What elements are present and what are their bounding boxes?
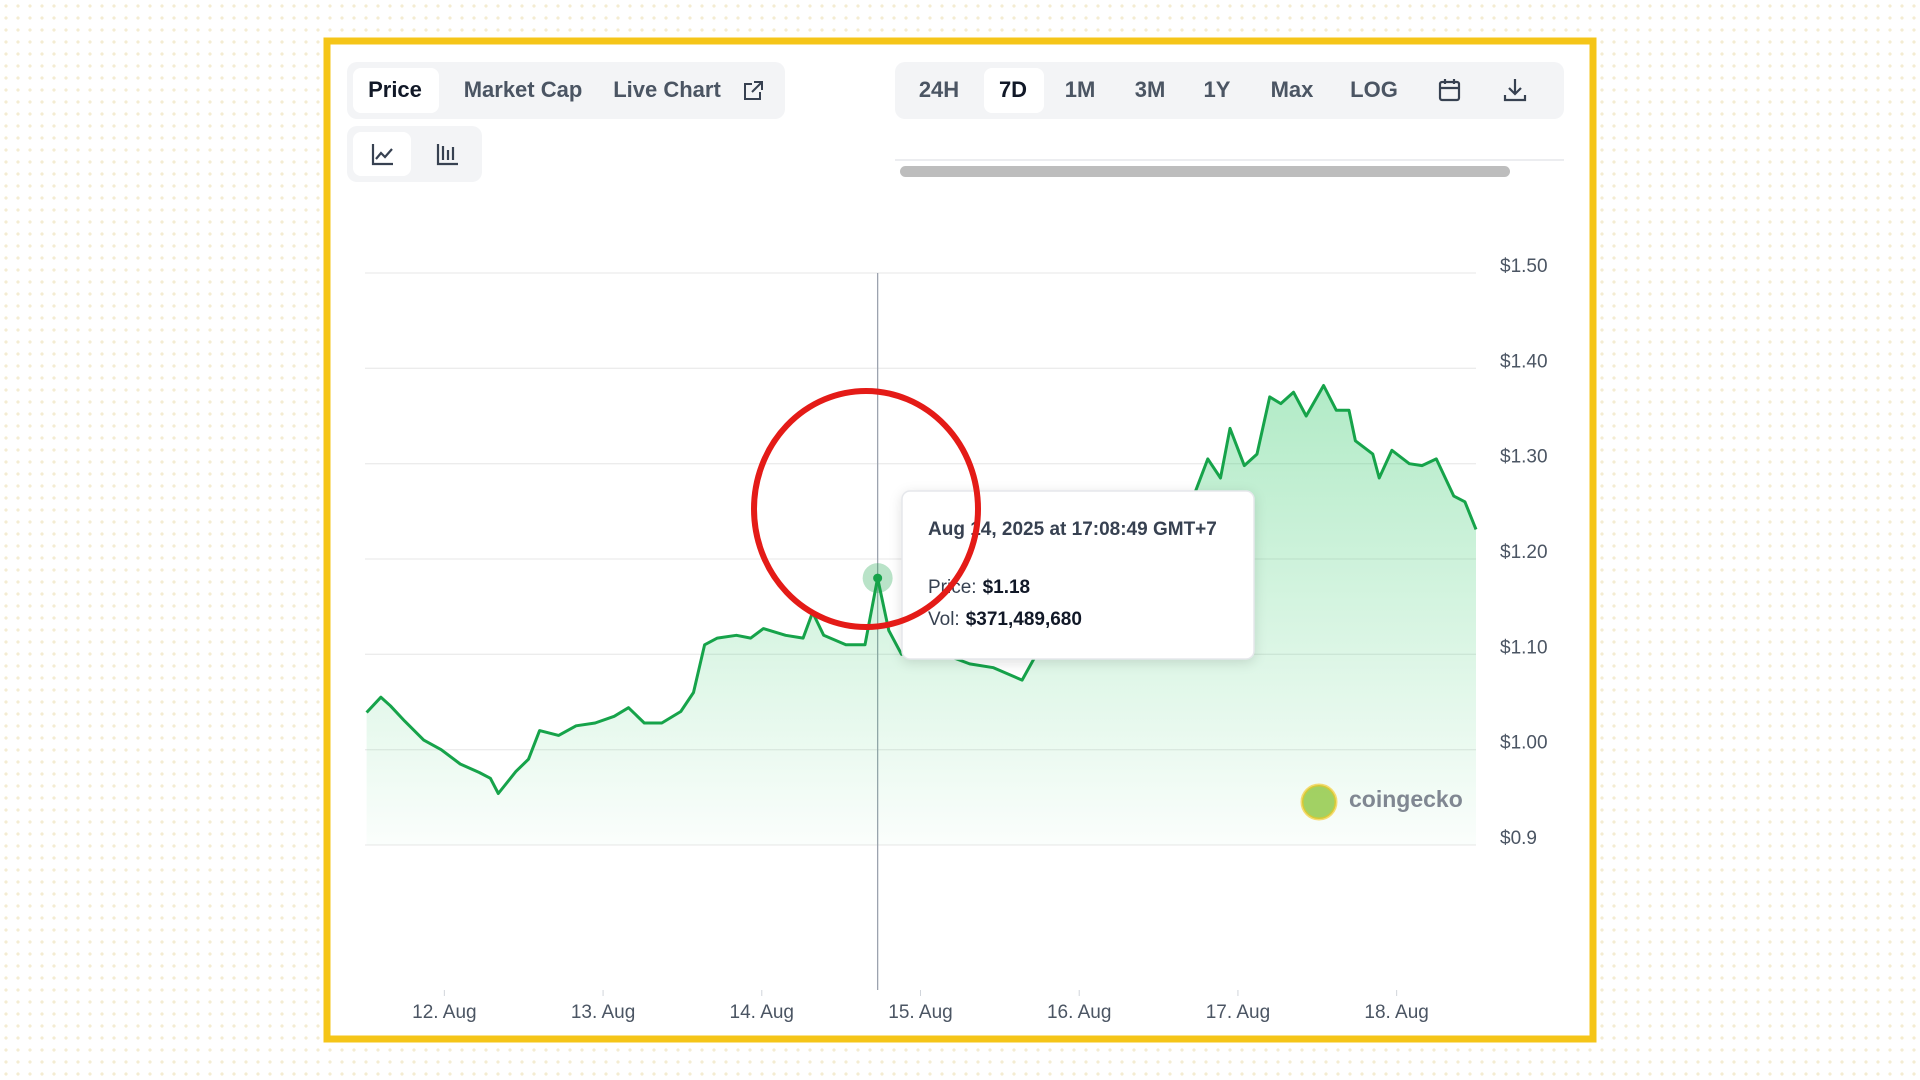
x-tick-label: 18. Aug xyxy=(1364,1002,1428,1023)
tooltip-box xyxy=(901,490,1255,660)
x-tick-label: 13. Aug xyxy=(571,1002,635,1023)
x-tick-label: 16. Aug xyxy=(1047,1002,1111,1023)
range-button[interactable]: 3M xyxy=(1135,77,1166,102)
active-tab xyxy=(353,68,439,113)
y-tick-label: $1.40 xyxy=(1500,351,1548,372)
watermark-logo xyxy=(1302,785,1336,819)
watermark-logo-ring xyxy=(1300,783,1338,821)
tooltip-price: $1.18 xyxy=(983,577,1031,598)
range-button[interactable]: 1Y xyxy=(1204,77,1231,102)
range-button[interactable]: 24H xyxy=(919,77,959,102)
y-tick-label: $0.9 xyxy=(1500,828,1537,849)
y-tick-label: $1.20 xyxy=(1500,542,1548,563)
active-range xyxy=(984,68,1044,113)
scrollbar[interactable] xyxy=(900,166,1510,177)
y-tick-label: $1.50 xyxy=(1500,256,1548,277)
tab[interactable]: Market Cap xyxy=(464,77,583,102)
highlight-circle xyxy=(751,388,981,630)
range-group xyxy=(895,62,1564,119)
tooltip-vol: $371,489,680 xyxy=(966,609,1082,630)
watermark: coingecko xyxy=(1349,786,1463,812)
calendar-icon[interactable] xyxy=(1438,79,1461,102)
x-tick-label: 17. Aug xyxy=(1206,1002,1270,1023)
plot: $0.9 $1.00 $1.10 $1.20 $1.30 $1.40 $1.50 12. Au… xyxy=(365,256,1548,1023)
external-link-icon xyxy=(744,81,763,100)
tab[interactable]: Price xyxy=(368,77,422,102)
tooltip-vol-label: Vol: xyxy=(928,609,960,630)
tab-group xyxy=(347,62,785,119)
range-button[interactable]: LOG xyxy=(1350,77,1398,102)
line-chart-icon[interactable] xyxy=(371,144,393,166)
download-icon[interactable] xyxy=(1503,79,1527,102)
candle-chart-icon[interactable] xyxy=(436,144,458,166)
range-button[interactable]: 7D xyxy=(999,77,1027,102)
range-button[interactable]: 1M xyxy=(1065,77,1096,102)
y-tick-label: $1.30 xyxy=(1500,447,1548,468)
tooltip-date: Aug 14, 2025 at 17:08:49 GMT+7 xyxy=(928,519,1217,540)
x-tick-label: 12. Aug xyxy=(412,1002,476,1023)
y-tick-label: $1.10 xyxy=(1500,637,1548,658)
price-line xyxy=(365,384,1478,795)
x-tick-label: 14. Aug xyxy=(730,1002,794,1023)
x-tick-label: 15. Aug xyxy=(888,1002,952,1023)
hover-point xyxy=(873,573,883,583)
tab[interactable]: Live Chart xyxy=(613,77,721,102)
y-tick-label: $1.00 xyxy=(1500,733,1548,754)
range-button[interactable]: Max xyxy=(1271,77,1315,102)
